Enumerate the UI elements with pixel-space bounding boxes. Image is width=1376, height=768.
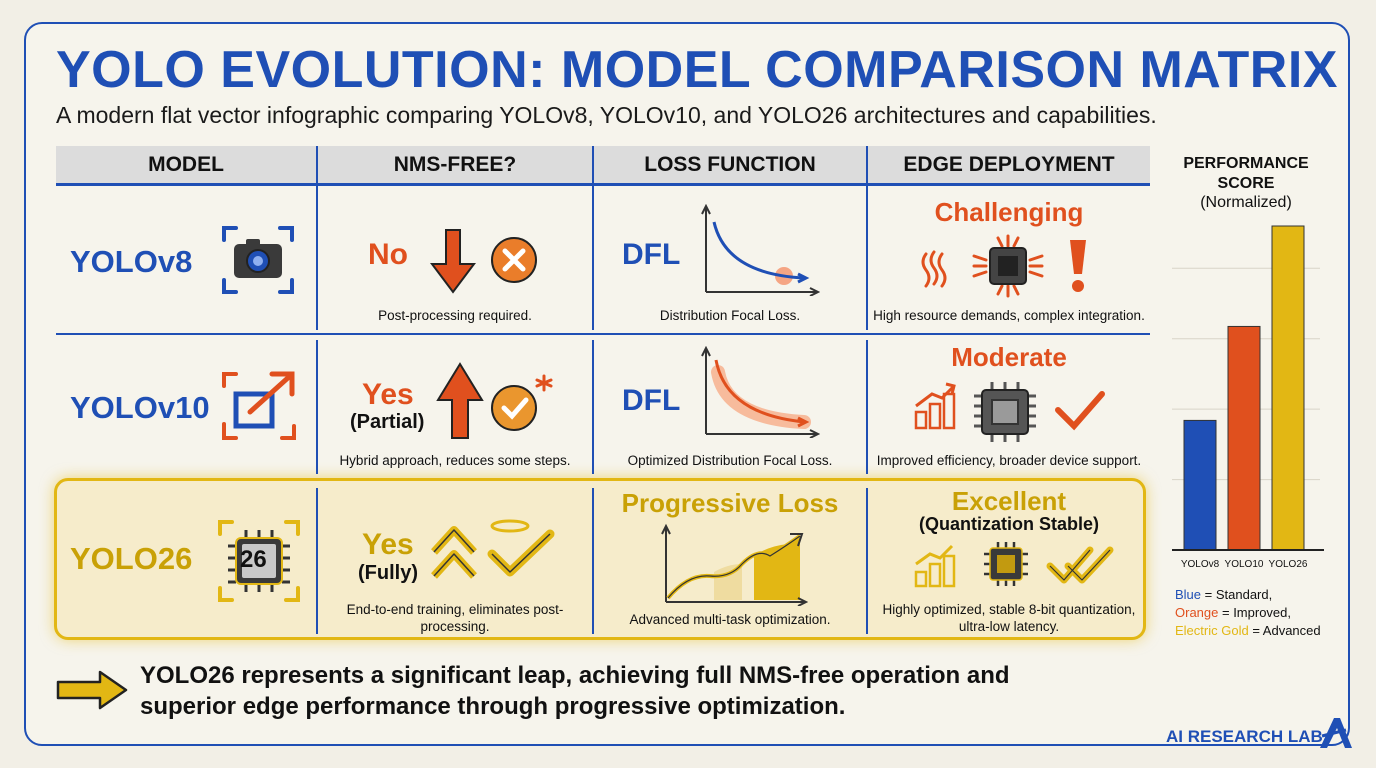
chart-bar-yolo10 (1227, 325, 1261, 551)
loss-caption-yolo26: Advanced multi-task optimization. (629, 612, 831, 627)
chart-bar-yolo26 (1271, 225, 1305, 551)
page-title: YOLO EVOLUTION: MODEL COMPARISON MATRIX (56, 41, 1338, 99)
model-name-yolov8: YOLOv8 (70, 244, 193, 279)
header-loss-function: LOSS FUNCTION (594, 146, 866, 186)
edge-caption-yolo26: Highly optimized, stable 8-bit quantizat… (882, 602, 1136, 634)
chart-bar-yolov8 (1183, 419, 1217, 551)
brand-logo-icon (1320, 718, 1352, 748)
edge-sub-yolo26: (Quantization Stable) (919, 514, 1099, 534)
loss-value-yolo26: Progressive Loss (621, 488, 839, 518)
edge-value-yolov8: Challenging (934, 197, 1084, 227)
column-divider (592, 340, 594, 474)
nms-caption-yolov10: Hybrid approach, reduces some steps. (339, 453, 571, 468)
loss-caption-yolov8: Distribution Focal Loss. (659, 308, 801, 323)
growth-chip-check-icon (914, 382, 1105, 442)
chart-tick-label: YOLO26 (1269, 559, 1308, 570)
column-divider (316, 488, 318, 634)
legend-gold-key: Electric Gold (1175, 623, 1249, 638)
nms-sub-yolo26: (Fully) (358, 562, 418, 584)
performance-title: PERFORMANCE SCORE (1183, 155, 1309, 192)
nms-caption-yolov8: Post-processing required. (378, 308, 532, 323)
loss-curve-icon (701, 204, 820, 296)
model-name-yolo26: YOLO26 (70, 541, 193, 576)
legend-gold-desc: = Advanced (1248, 623, 1321, 638)
header-nms-free: NMS-FREE? (318, 146, 592, 186)
footer-summary: YOLO26 represents a significant leap, ac… (140, 662, 1010, 720)
column-divider (316, 340, 318, 474)
loss-value-yolov10: DFL (622, 384, 681, 417)
optimized-loss-curve-icon (701, 346, 820, 438)
brand-name: AI RESEARCH LAB (1166, 727, 1323, 746)
up-arrow-check-icon (436, 362, 553, 439)
column-divider (316, 146, 318, 330)
column-divider (866, 488, 868, 634)
nms-value-yolov10: Yes (362, 378, 414, 411)
growth-chip-double-check-icon (914, 542, 1114, 588)
performance-bar-chart: YOLOv8 YOLO10 YOLO26 (1172, 225, 1324, 570)
legend-orange-desc: = Improved, (1218, 605, 1291, 620)
expand-arrow-icon (222, 371, 296, 440)
column-divider (866, 340, 868, 474)
legend-gold: Electric Gold = Advanced (1175, 623, 1321, 638)
chart-tick-label: YOLOv8 (1181, 559, 1220, 570)
model-name-yolov10: YOLOv10 (70, 390, 210, 425)
arrow-right-icon (56, 670, 128, 710)
nms-sub-yolov10: (Partial) (350, 411, 425, 433)
legend-orange-key: Orange (1175, 605, 1219, 620)
progressive-loss-chart-icon (661, 523, 808, 606)
double-chevron-halo-check-icon (431, 519, 555, 579)
header-edge-deployment: EDGE DEPLOYMENT (868, 146, 1150, 186)
hot-chip-warning-icon (921, 234, 1086, 298)
column-divider (592, 488, 594, 634)
down-arrow-cross-icon (430, 229, 537, 294)
nms-value-yolov8: No (368, 238, 408, 271)
edge-caption-yolov10: Improved efficiency, broader device supp… (876, 453, 1142, 468)
column-divider (866, 146, 868, 330)
nms-value-yolo26: Yes (362, 528, 414, 561)
row-divider (56, 333, 1150, 335)
header-model: MODEL (56, 146, 316, 186)
column-divider (592, 146, 594, 330)
camera-icon (222, 226, 294, 294)
edge-caption-yolov8: High resource demands, complex integrati… (873, 308, 1145, 323)
legend-blue: Blue = Standard, (1175, 587, 1272, 602)
chart-tick-label: YOLO10 (1225, 559, 1264, 570)
performance-subtitle: (Normalized) (1200, 194, 1292, 211)
nms-caption-yolo26: End-to-end training, eliminates post-pro… (346, 602, 564, 634)
legend-blue-key: Blue (1175, 587, 1202, 602)
chip-label: 26 (240, 546, 267, 573)
loss-caption-yolov10: Optimized Distribution Focal Loss. (627, 453, 833, 468)
chip-icon (218, 520, 300, 602)
legend-orange: Orange = Improved, (1175, 605, 1291, 620)
loss-value-yolov8: DFL (622, 238, 681, 271)
legend-blue-desc: = Standard, (1201, 587, 1273, 602)
edge-value-yolov10: Moderate (951, 342, 1067, 372)
edge-value-yolo26: Excellent (951, 486, 1067, 516)
page-subtitle: A modern flat vector infographic compari… (56, 102, 1157, 128)
